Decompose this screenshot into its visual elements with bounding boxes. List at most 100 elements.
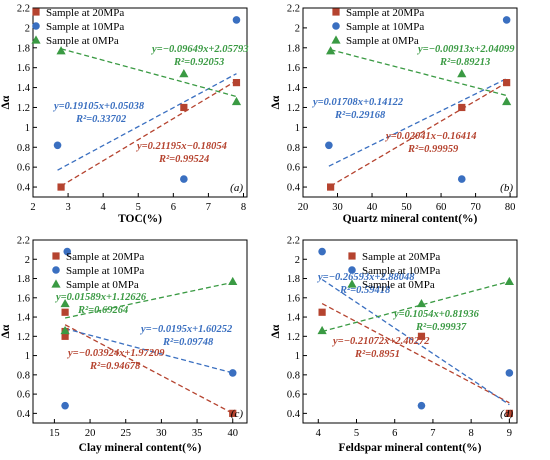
x-tick-label: 8 xyxy=(241,202,246,213)
data-point xyxy=(502,16,511,24)
fit-r2: R²=0.99937 xyxy=(415,322,467,333)
panel-label: (c) xyxy=(231,408,244,420)
y-tick-label: 0.4 xyxy=(287,409,301,420)
data-point xyxy=(61,308,69,316)
data-point xyxy=(417,401,426,410)
y-tick-label: 0.8 xyxy=(287,370,300,381)
data-point xyxy=(63,247,72,256)
fit-line xyxy=(321,302,510,404)
y-tick-label: 1.8 xyxy=(17,274,30,285)
fit-line xyxy=(330,82,507,187)
data-point xyxy=(179,69,189,78)
fit-line xyxy=(60,48,237,98)
fit-equation: y=−0.26593x+2.88048 xyxy=(316,272,415,283)
y-tick-label: 2.2 xyxy=(17,236,30,247)
y-tick-label: 1.8 xyxy=(287,43,300,54)
chart-panel-4: 4 5 6 7 8 9 0.4 0.6 0.8 1 1.2 1.4 1.6 1.8 2 2.2 Feldspar… xyxy=(270,236,518,454)
legend-label: Sample at 10MPa xyxy=(66,265,144,277)
legend-marker xyxy=(52,252,60,260)
x-tick-label: 20 xyxy=(85,428,96,439)
data-point xyxy=(180,103,188,112)
legend-label: Sample at 20MPa xyxy=(46,7,124,19)
y-tick-label: 1 xyxy=(25,351,30,362)
fit-r2: R²=0.69264 xyxy=(77,305,128,316)
y-tick-label: 1.4 xyxy=(17,313,31,324)
y-tick-label: 0.4 xyxy=(287,183,301,194)
x-tick-label: 7 xyxy=(206,202,211,213)
fit-r2: R²=0.92053 xyxy=(173,57,224,68)
legend-marker xyxy=(331,35,341,44)
fit-equation: y=0.21195x−0.18054 xyxy=(135,141,227,152)
data-point xyxy=(53,141,62,150)
data-point xyxy=(61,401,69,410)
fit-equation: y=−0.03924x+1.97209 xyxy=(66,348,165,359)
x-tick-label: 50 xyxy=(401,202,412,213)
fit-equation: y=−0.09649x+2.05793 xyxy=(150,44,249,55)
data-point xyxy=(417,332,426,340)
y-tick-label: 1.4 xyxy=(287,313,301,324)
y-tick-label: 0.8 xyxy=(17,143,30,154)
fit-line xyxy=(57,73,237,171)
data-point xyxy=(416,298,427,308)
legend-label: Sample at 20MPa xyxy=(362,251,440,263)
fit-r2: R²=0.33702 xyxy=(75,114,127,125)
x-tick-label: 5 xyxy=(354,428,359,439)
fit-line xyxy=(321,280,510,333)
legend-label: Sample at 10MPa xyxy=(46,21,124,33)
y-tick-label: 1 xyxy=(25,123,30,134)
x-tick-label: 9 xyxy=(507,428,512,439)
fit-equation: y=0.01708x+0.14122 xyxy=(311,97,404,108)
legend-label: Sample at 10MPa xyxy=(346,21,424,33)
legend-marker xyxy=(348,266,356,274)
fit-r2: R²=0.99959 xyxy=(407,144,459,155)
legend-marker xyxy=(32,22,40,30)
fit-r2: R²=0.94678 xyxy=(89,361,141,372)
x-tick-label: 25 xyxy=(120,428,131,439)
chart-panel-3: 15 20 25 30 35 40 0.4 0.6 0.8 1 1.2 1.4 1.6 1.8 2 2.2 Cl… xyxy=(0,236,248,454)
y-tick-label: 0.6 xyxy=(287,390,300,401)
legend-label: Sample at 20MPa xyxy=(66,251,144,263)
x-axis-label: TOC(%) xyxy=(118,213,162,225)
y-tick-label: 2 xyxy=(295,23,300,34)
legend-marker xyxy=(51,279,61,288)
data-point xyxy=(228,369,237,377)
legend-marker xyxy=(332,8,340,16)
data-point xyxy=(327,183,335,191)
y-tick-label: 1.6 xyxy=(17,293,30,304)
y-tick-label: 2.2 xyxy=(287,236,300,247)
fit-equation: y=0.19105x+0.05038 xyxy=(52,101,145,112)
x-tick-label: 3 xyxy=(65,202,70,213)
fit-equation: y=−0.00913x+2.04099 xyxy=(416,44,515,55)
y-tick-label: 0.4 xyxy=(17,183,31,194)
y-tick-label: 2 xyxy=(25,23,30,34)
x-tick-label: 4 xyxy=(101,202,107,213)
fit-r2: R²=0.8951 xyxy=(354,349,400,360)
data-point xyxy=(457,69,467,78)
panel-label: (d) xyxy=(500,408,513,420)
data-point xyxy=(60,325,70,335)
x-axis-label: Clay mineral content(%) xyxy=(79,442,202,454)
x-tick-label: 6 xyxy=(171,202,176,213)
y-tick-label: 0.8 xyxy=(17,370,30,381)
x-tick-label: 15 xyxy=(49,428,60,439)
data-point xyxy=(231,96,242,106)
legend-label: Sample at 0MPa xyxy=(66,279,139,291)
y-tick-label: 1.4 xyxy=(287,83,301,94)
legend-marker xyxy=(347,279,357,288)
x-tick-label: 30 xyxy=(332,202,343,213)
plot-frame xyxy=(32,7,248,198)
x-tick-label: 40 xyxy=(367,202,378,213)
x-axis-label: Quartz mineral content(%) xyxy=(343,213,478,225)
y-tick-label: 0.8 xyxy=(287,143,300,154)
y-tick-label: 0.4 xyxy=(17,409,31,420)
x-tick-label: 80 xyxy=(505,202,516,213)
data-point xyxy=(56,46,66,55)
y-axis-label: Δα xyxy=(270,95,282,109)
fit-equation: y=0.1054x+0.81936 xyxy=(392,309,480,320)
y-axis-label: Δα xyxy=(0,95,12,109)
y-tick-label: 2.2 xyxy=(287,4,300,15)
fit-r2: R²=0.59418 xyxy=(339,285,391,296)
legend-marker xyxy=(31,35,41,44)
fit-line xyxy=(328,78,507,167)
x-tick-label: 5 xyxy=(136,202,141,213)
